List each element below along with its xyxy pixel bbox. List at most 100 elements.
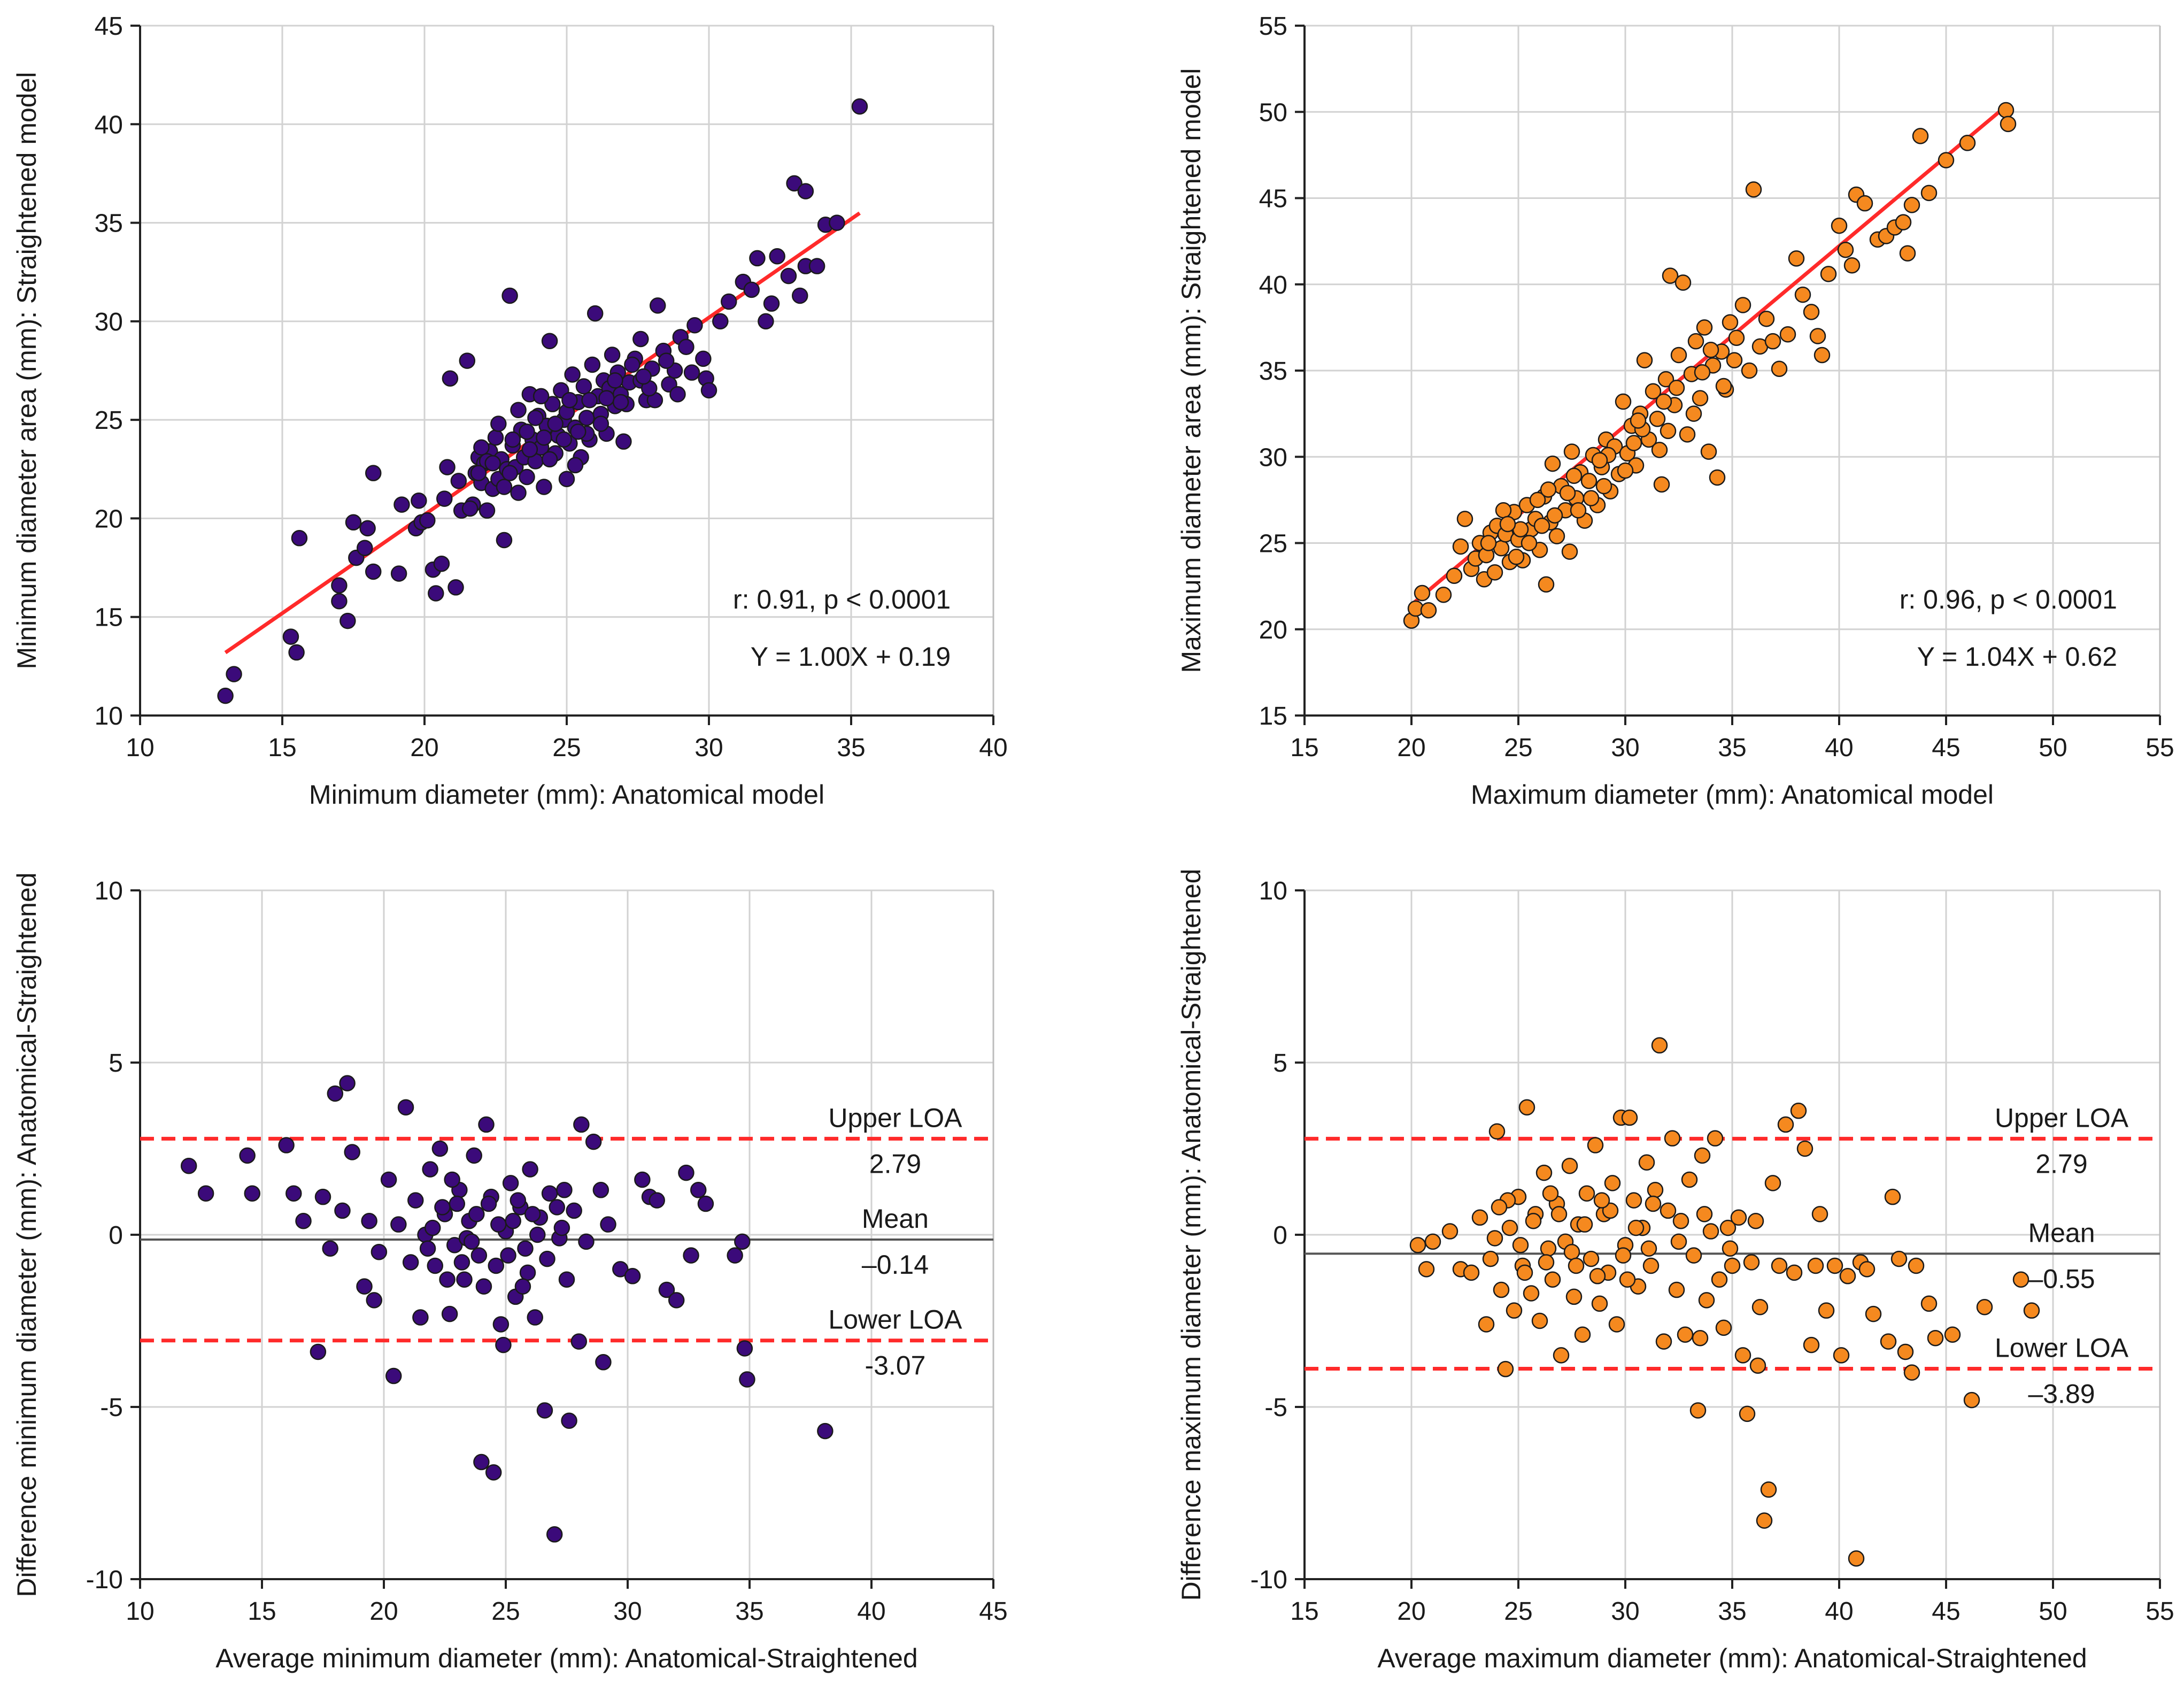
scatter-min-chart: 10 15 20 25 30 35 40 10 15 20 25 30 35 40 45 Minimum di… xyxy=(12,12,1008,810)
data-point xyxy=(1685,1247,1702,1264)
data-point xyxy=(1715,1319,1732,1336)
data-point xyxy=(1818,1302,1835,1319)
data-point xyxy=(1858,1261,1876,1278)
data-point xyxy=(501,287,518,304)
data-point xyxy=(434,1199,451,1216)
data-point xyxy=(1865,1305,1882,1322)
data-point xyxy=(361,1212,377,1229)
data-point xyxy=(1452,538,1469,555)
data-point xyxy=(1677,1326,1694,1343)
data-point xyxy=(697,1195,714,1212)
data-point xyxy=(1771,1257,1788,1274)
y-tick-label: 25 xyxy=(1259,530,1287,558)
data-point xyxy=(1709,469,1726,486)
data-point xyxy=(519,1264,536,1281)
data-point xyxy=(524,1206,541,1222)
data-point xyxy=(431,1140,449,1157)
data-point xyxy=(441,1305,458,1322)
data-point xyxy=(1903,1364,1920,1381)
data-point xyxy=(1512,1237,1529,1253)
data-point xyxy=(586,305,604,322)
data-point xyxy=(739,1371,755,1388)
data-point xyxy=(1848,1550,1865,1567)
data-point xyxy=(495,1336,512,1353)
data-point xyxy=(736,1340,753,1357)
data-point xyxy=(331,577,348,594)
data-point xyxy=(553,1219,570,1236)
data-point xyxy=(385,1367,402,1384)
y-tick-label: -10 xyxy=(1251,1566,1287,1594)
data-points xyxy=(1409,1037,2040,1567)
data-point xyxy=(829,214,845,231)
data-point xyxy=(763,295,780,312)
data-point xyxy=(1542,1185,1559,1202)
x-tick-label: 30 xyxy=(694,734,723,762)
data-point xyxy=(1587,1137,1604,1153)
y-tick-label: 30 xyxy=(1259,443,1287,472)
x-tick-label: 35 xyxy=(1718,734,1746,762)
data-point xyxy=(1636,352,1653,368)
data-point xyxy=(1561,543,1578,560)
data-point xyxy=(1760,1481,1777,1498)
data-point xyxy=(1574,1326,1591,1343)
data-point xyxy=(1730,1209,1747,1226)
data-point xyxy=(1548,528,1565,544)
y-tick-label: 35 xyxy=(95,210,123,238)
data-point xyxy=(449,1195,466,1212)
data-point xyxy=(1813,347,1831,364)
data-point xyxy=(456,1271,473,1288)
y-axis-title: Difference maximum diameter (mm): Anatom… xyxy=(1176,868,1206,1601)
data-point xyxy=(1837,242,1854,258)
data-point xyxy=(1602,1202,1619,1219)
data-point xyxy=(397,1099,414,1116)
data-point xyxy=(411,493,427,509)
x-tick-label: 55 xyxy=(2146,1597,2174,1626)
data-point xyxy=(433,555,450,572)
data-point xyxy=(1903,197,1920,213)
data-point xyxy=(1619,1271,1636,1288)
x-tick-label: 50 xyxy=(2039,734,2067,762)
data-point xyxy=(604,347,621,363)
regression-equation: Y = 1.04X + 0.62 xyxy=(1917,642,2117,672)
data-point xyxy=(1839,1268,1856,1284)
data-point xyxy=(1803,1336,1820,1353)
data-point xyxy=(1561,1157,1578,1174)
data-point xyxy=(797,183,814,199)
lower-loa-name-label: Lower LOA xyxy=(828,1305,962,1335)
data-point xyxy=(356,1278,373,1295)
data-point xyxy=(473,439,490,456)
y-tick-label: 15 xyxy=(95,604,123,632)
data-point xyxy=(2012,1271,2029,1288)
data-point xyxy=(502,1175,519,1191)
data-point xyxy=(1589,1268,1606,1284)
data-point xyxy=(453,1254,470,1271)
data-point xyxy=(786,175,802,192)
data-point xyxy=(527,410,544,426)
mean-value-label: –0.55 xyxy=(2028,1264,2095,1294)
x-tick-label: 40 xyxy=(1825,734,1853,762)
data-point xyxy=(734,1233,751,1250)
data-point xyxy=(1694,364,1711,381)
x-tick-label: 15 xyxy=(268,734,296,762)
data-point xyxy=(539,1250,555,1267)
data-point xyxy=(1880,1333,1897,1350)
x-axis-title: Minimum diameter (mm): Anatomical model xyxy=(309,780,824,810)
y-tick-label: 40 xyxy=(95,111,123,139)
data-point xyxy=(564,366,581,383)
data-point xyxy=(1478,1316,1495,1333)
y-tick-label: 5 xyxy=(1273,1049,1287,1078)
data-point xyxy=(1908,1257,1925,1274)
mean-name-label: Mean xyxy=(2028,1218,2095,1248)
data-point xyxy=(683,364,700,381)
data-point xyxy=(743,281,760,298)
data-points xyxy=(217,98,868,704)
data-point xyxy=(669,386,686,403)
bland-altman-min-chart: 10 15 20 25 30 35 40 45 -10 -5 0 5 10 Average minimum… xyxy=(12,872,1008,1673)
y-tick-label: 55 xyxy=(1259,12,1287,41)
data-point xyxy=(1640,1240,1657,1257)
data-point xyxy=(1786,1264,1803,1281)
data-point xyxy=(555,431,572,448)
data-point xyxy=(1811,1206,1828,1222)
data-point xyxy=(570,424,586,440)
data-point xyxy=(226,666,242,682)
